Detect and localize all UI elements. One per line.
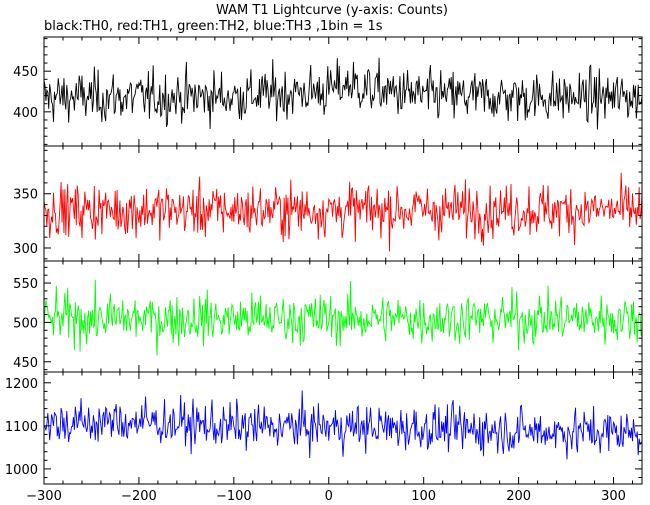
y-tick-label: 350: [13, 188, 38, 203]
x-tick-label: 0: [325, 489, 333, 504]
panel-th2: 450 500 550: [13, 260, 643, 373]
panel-th0: 400 450: [13, 36, 643, 147]
x-tick-label: −100: [216, 489, 252, 504]
panel-th1: 300 350: [13, 145, 643, 262]
x-tick-label: 200: [506, 489, 531, 504]
panels-group: 400 450 300 350 450 500 550 1000 1100 1200: [5, 36, 643, 485]
chart-subtitle: black:TH0, red:TH1, green:TH2, blue:TH3 …: [44, 19, 383, 34]
x-tick-label: −200: [121, 489, 157, 504]
series-line-th2: [44, 279, 642, 356]
y-tick-label: 400: [13, 106, 38, 121]
y-tick-label: 450: [13, 356, 38, 371]
x-tick-label: 300: [601, 489, 626, 504]
panel-th3: 1000 1100 1200: [5, 371, 643, 485]
y-tick-label: 500: [13, 316, 38, 331]
x-tick-label: 100: [411, 489, 436, 504]
y-tick-label: 1100: [5, 420, 38, 435]
y-tick-label: 1200: [5, 377, 38, 392]
y-tick-label: 1000: [5, 463, 38, 478]
y-tick-label: 450: [13, 65, 38, 80]
x-axis: −300 −200 −100 0 100 200 300: [26, 489, 626, 504]
panel-frame: [43, 36, 643, 147]
panel-frame: [43, 371, 643, 485]
series-line-th3: [44, 390, 642, 460]
y-tick-label: 550: [13, 277, 38, 292]
series-line-th1: [44, 172, 642, 252]
series-line-th0: [44, 57, 642, 130]
x-tick-label: −300: [26, 489, 62, 504]
chart-title: WAM T1 Lightcurve (y-axis: Counts): [216, 3, 448, 18]
y-tick-label: 300: [13, 242, 38, 257]
